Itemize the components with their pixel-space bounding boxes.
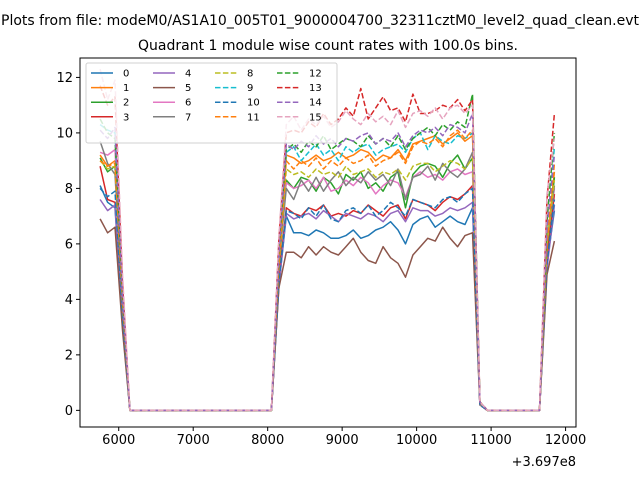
legend-label-4: 4 <box>185 69 191 80</box>
plot-frame <box>79 57 577 428</box>
x-tick-label: 8000 <box>251 433 284 448</box>
x-tick-label: 7000 <box>177 433 210 448</box>
legend-label-12: 12 <box>309 69 322 80</box>
series-line-10 <box>99 187 556 412</box>
x-tick-label: 6000 <box>102 433 135 448</box>
x-tick-label: 11000 <box>470 433 511 448</box>
chart-title: Quadrant 1 module wise count rates with … <box>138 38 518 54</box>
series-line-11 <box>99 129 556 412</box>
legend-label-1: 1 <box>123 83 129 94</box>
y-tick-label: 0 <box>65 404 73 419</box>
legend-label-10: 10 <box>247 98 260 109</box>
y-axis: 0 2 4 6 8 10 12 <box>56 71 80 419</box>
legend-label-2: 2 <box>123 98 129 109</box>
legend-label-14: 14 <box>309 98 322 109</box>
legend-label-15: 15 <box>309 112 322 123</box>
legend-label-3: 3 <box>123 112 129 123</box>
y-tick-label: 4 <box>65 293 73 308</box>
legend-label-11: 11 <box>247 112 260 123</box>
x-tick-label: 12000 <box>545 433 586 448</box>
legend-label-13: 13 <box>309 83 322 94</box>
legend-label-9: 9 <box>247 83 253 94</box>
legend-label-8: 8 <box>247 69 253 80</box>
figure-suptitle: Plots from file: modeM0/AS1A10_005T01_90… <box>1 13 639 29</box>
legend-box <box>85 62 338 144</box>
legend-label-5: 5 <box>185 83 191 94</box>
x-tick-label: 10000 <box>396 433 437 448</box>
y-tick-label: 2 <box>65 348 73 363</box>
plot-lines <box>99 68 556 412</box>
y-tick-label: 10 <box>56 126 73 141</box>
y-tick-label: 6 <box>65 237 73 252</box>
x-tick-label: 9000 <box>326 433 359 448</box>
series-line-15 <box>99 68 556 412</box>
y-tick-label: 12 <box>56 71 73 86</box>
y-tick-label: 8 <box>65 182 73 197</box>
x-offset-label: +3.697e8 <box>512 455 576 470</box>
legend-label-6: 6 <box>185 98 191 109</box>
series-line-14 <box>99 112 556 412</box>
series-line-5 <box>99 218 556 412</box>
legend-label-7: 7 <box>185 112 191 123</box>
legend-label-0: 0 <box>123 69 129 80</box>
x-axis: 6000 7000 8000 9000 10000 11000 12000 <box>102 427 586 448</box>
